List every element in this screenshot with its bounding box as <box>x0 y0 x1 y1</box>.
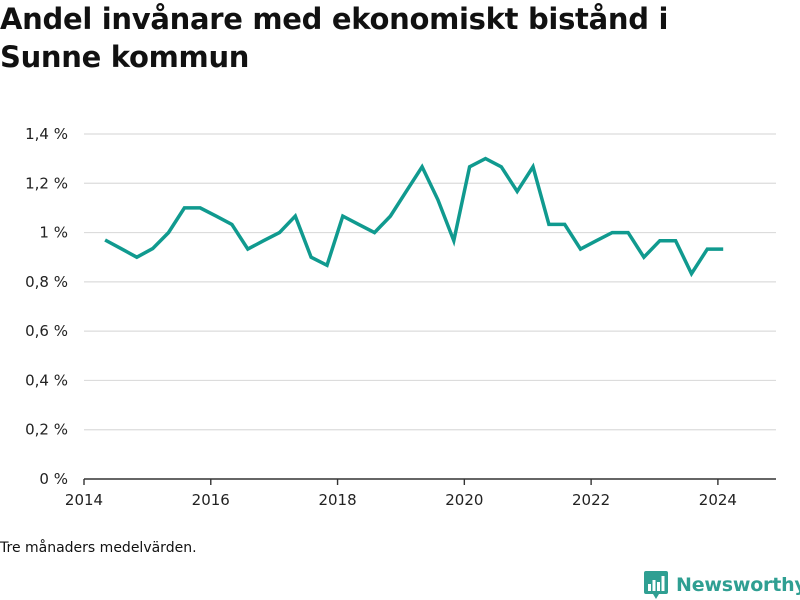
x-tick-label: 2016 <box>192 491 230 509</box>
chart-title: Andel invånare med ekonomiskt bistånd i … <box>0 2 669 74</box>
x-tick-label: 2018 <box>318 491 356 509</box>
x-tick-label: 2014 <box>65 491 103 509</box>
chart-note: Tre månaders medelvärden. <box>0 540 197 556</box>
y-tick-label: 0 % <box>39 470 68 488</box>
grid-lines <box>84 133 776 431</box>
y-tick-label: 0,8 % <box>25 273 68 291</box>
y-tick-label: 1,2 % <box>25 174 68 192</box>
y-tick-label: 0,4 % <box>25 371 68 389</box>
y-tick-label: 0,6 % <box>25 322 68 340</box>
x-tick-label: 2020 <box>445 491 483 509</box>
y-axis: 0 % 0,2 % 0,4 % 0,6 % 0,8 % 1 % 1,2 % 1,4 % <box>25 125 68 488</box>
x-axis: 2014 2016 2018 2020 2022 2024 <box>65 478 776 509</box>
x-tick-label: 2022 <box>572 491 610 509</box>
y-tick-label: 1 % <box>39 224 68 242</box>
series-group <box>104 156 724 278</box>
bar-chart-icon <box>644 571 668 599</box>
brand-name: Newsworthy <box>676 574 800 596</box>
series-line <box>104 156 724 278</box>
x-tick-label: 2024 <box>699 491 737 509</box>
y-tick-label: 1,4 % <box>25 125 68 143</box>
brand-logo: Newsworthy <box>644 570 800 600</box>
y-tick-label: 0,2 % <box>25 421 68 439</box>
